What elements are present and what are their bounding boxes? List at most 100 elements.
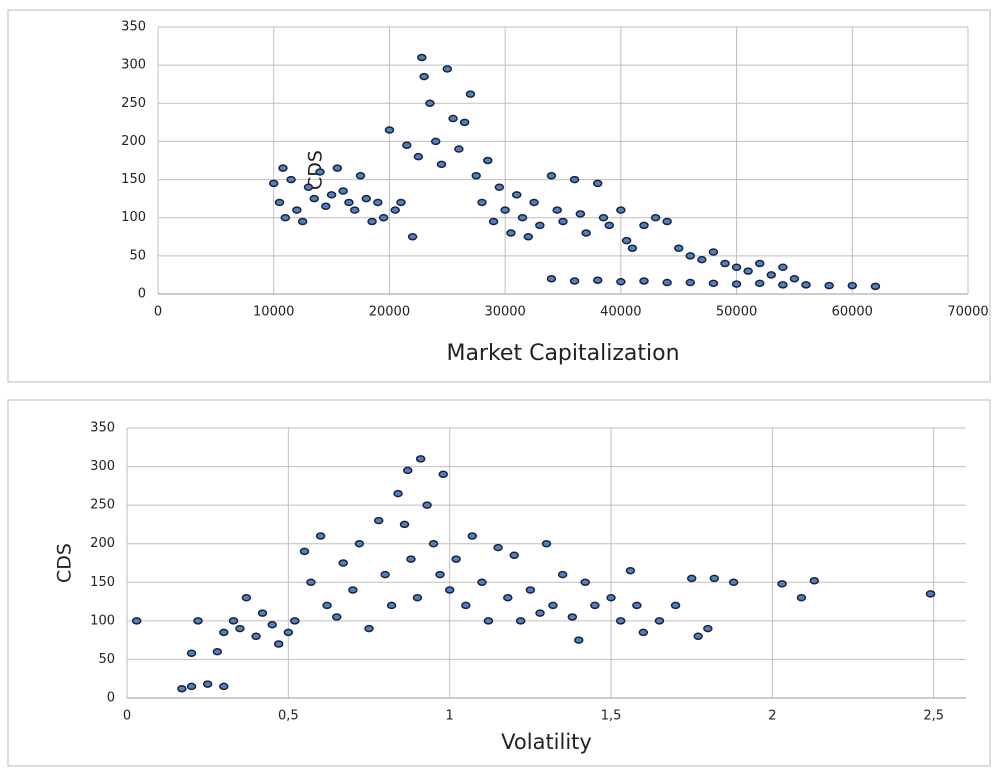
point bbox=[604, 221, 615, 230]
point bbox=[493, 543, 503, 552]
point bbox=[212, 647, 223, 656]
point bbox=[442, 65, 453, 73]
panel-frame bbox=[7, 399, 991, 767]
point bbox=[592, 179, 603, 188]
point bbox=[465, 90, 476, 98]
x-tick-label: 50000 bbox=[716, 305, 757, 320]
point bbox=[290, 617, 300, 625]
point bbox=[332, 613, 342, 621]
point bbox=[546, 274, 557, 283]
y-tick-label: 300 bbox=[90, 459, 115, 474]
x-tick-label: 0,5 bbox=[278, 709, 299, 724]
point bbox=[268, 179, 279, 188]
point bbox=[436, 160, 447, 169]
point bbox=[535, 221, 545, 230]
point bbox=[557, 570, 568, 579]
y-tick-label: 200 bbox=[121, 134, 146, 149]
point bbox=[326, 191, 337, 199]
point bbox=[283, 628, 294, 637]
point bbox=[417, 53, 427, 62]
point bbox=[477, 578, 487, 587]
x-tick-label: 20000 bbox=[369, 305, 410, 320]
point bbox=[202, 680, 213, 688]
point bbox=[693, 632, 703, 641]
point bbox=[257, 609, 268, 617]
point bbox=[509, 551, 519, 560]
point bbox=[241, 593, 252, 602]
point bbox=[638, 628, 649, 637]
point bbox=[777, 580, 787, 588]
y-axis-title: CDS bbox=[305, 150, 327, 190]
point bbox=[581, 229, 591, 237]
point bbox=[459, 118, 470, 127]
point bbox=[515, 617, 526, 625]
point bbox=[274, 198, 285, 207]
point bbox=[299, 547, 310, 556]
x-axis-title: Volatility bbox=[501, 730, 592, 754]
point bbox=[517, 213, 528, 222]
point bbox=[267, 620, 277, 629]
point bbox=[673, 244, 684, 252]
point bbox=[448, 114, 458, 123]
y-tick-label: 50 bbox=[129, 248, 146, 263]
y-tick-label: 350 bbox=[121, 20, 146, 35]
point bbox=[332, 164, 343, 172]
point bbox=[503, 593, 513, 602]
point bbox=[373, 516, 384, 525]
point bbox=[728, 578, 739, 587]
point bbox=[627, 244, 638, 252]
point bbox=[754, 279, 765, 288]
panel-frame bbox=[7, 9, 991, 383]
point bbox=[306, 578, 316, 587]
point bbox=[662, 278, 672, 287]
y-tick-label: 50 bbox=[98, 652, 115, 667]
point bbox=[428, 539, 439, 548]
point bbox=[322, 601, 332, 610]
point bbox=[435, 570, 445, 579]
point bbox=[616, 206, 626, 214]
point bbox=[483, 617, 494, 625]
point bbox=[186, 682, 197, 691]
point bbox=[273, 640, 284, 648]
point bbox=[278, 164, 288, 172]
point bbox=[670, 601, 681, 610]
point bbox=[348, 586, 358, 594]
point bbox=[535, 609, 545, 617]
point bbox=[390, 206, 400, 214]
point bbox=[364, 624, 374, 633]
point bbox=[709, 574, 720, 583]
point bbox=[847, 281, 858, 290]
y-tick-label: 150 bbox=[121, 172, 146, 187]
y-tick-label: 250 bbox=[121, 96, 146, 111]
point bbox=[541, 539, 552, 548]
point bbox=[639, 221, 649, 230]
point bbox=[422, 501, 432, 509]
point bbox=[380, 570, 390, 579]
point bbox=[315, 168, 325, 176]
x-tick-label: 0 bbox=[123, 709, 131, 724]
x-tick-label: 30000 bbox=[484, 305, 525, 320]
x-axis-title: Market Capitalization bbox=[446, 341, 679, 366]
point bbox=[685, 278, 696, 287]
point bbox=[569, 175, 580, 184]
point bbox=[309, 194, 319, 203]
point bbox=[809, 576, 820, 585]
point bbox=[430, 137, 441, 146]
x-tick-label: 1 bbox=[446, 709, 454, 724]
point bbox=[297, 217, 308, 226]
point bbox=[525, 586, 536, 594]
point bbox=[801, 281, 811, 289]
point bbox=[925, 590, 936, 598]
point bbox=[632, 601, 642, 610]
point bbox=[575, 210, 586, 218]
point bbox=[415, 455, 426, 463]
y-tick-label: 350 bbox=[90, 421, 115, 436]
point bbox=[654, 617, 665, 625]
point bbox=[399, 520, 410, 529]
point bbox=[444, 586, 455, 594]
point bbox=[592, 276, 603, 285]
point bbox=[708, 248, 719, 256]
point bbox=[373, 198, 383, 207]
x-tick-label: 2,5 bbox=[923, 709, 944, 724]
